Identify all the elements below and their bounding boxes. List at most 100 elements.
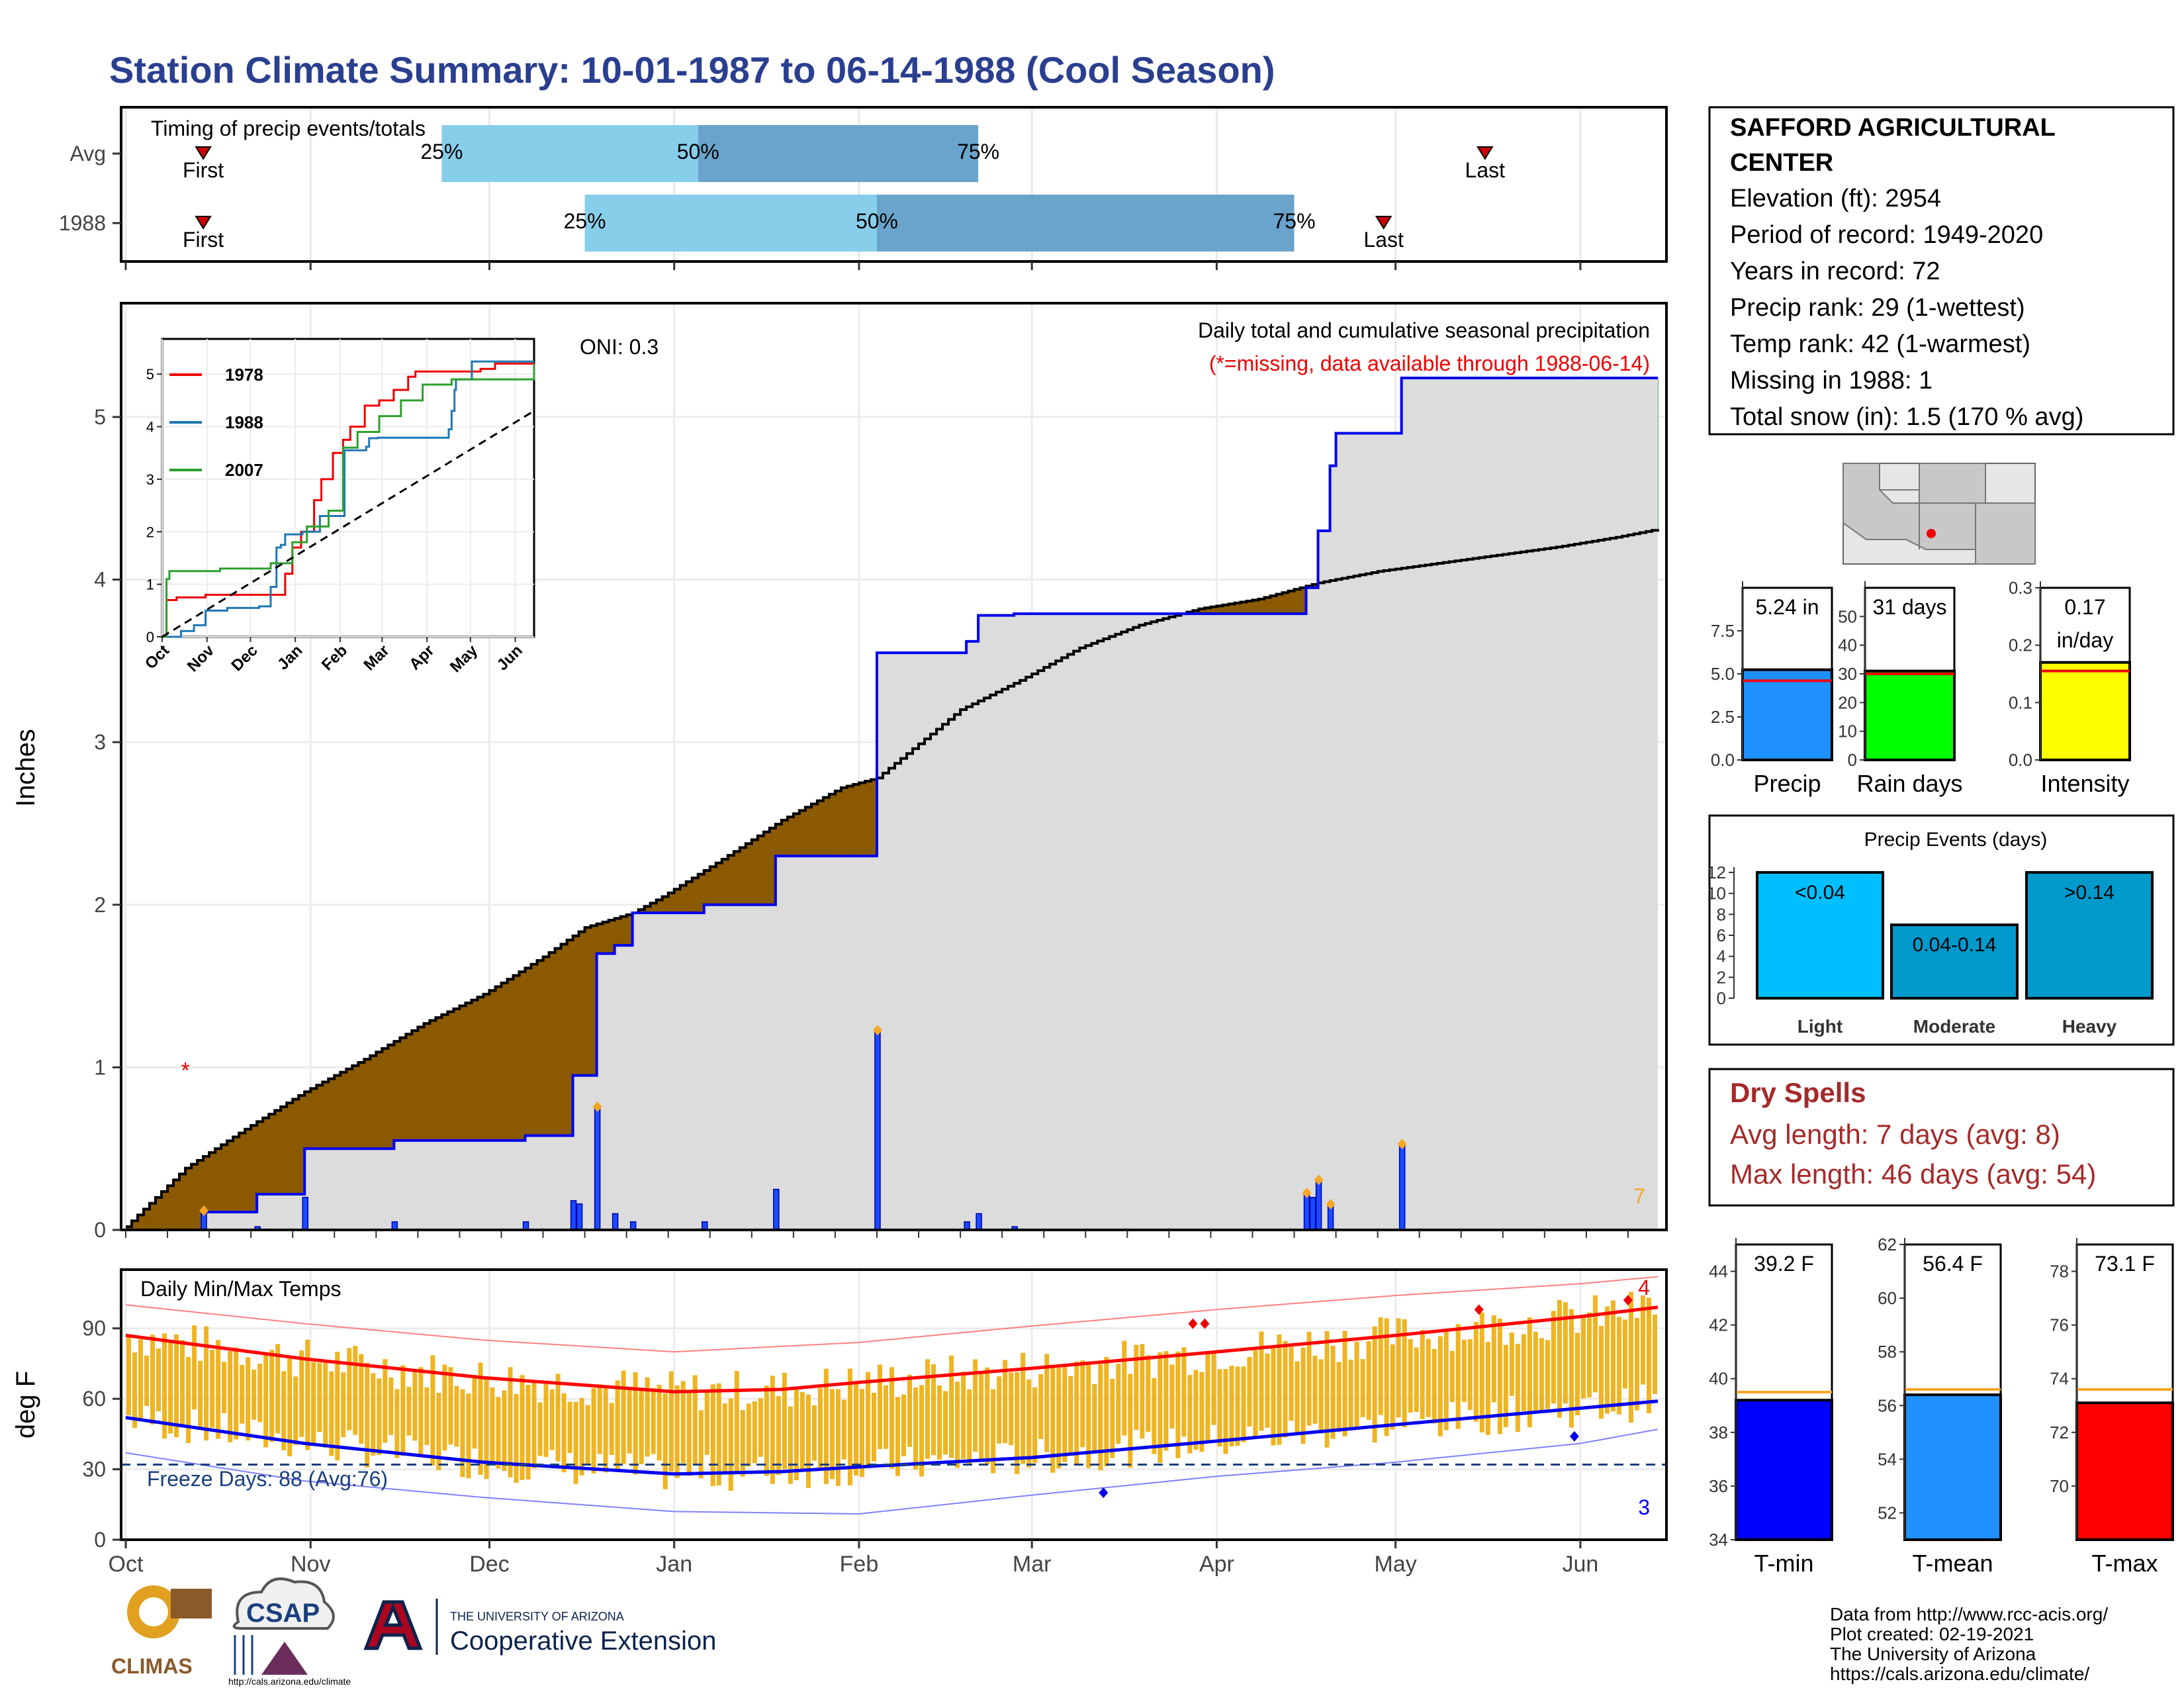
daily-temp-bar xyxy=(365,1362,370,1468)
deficit-area xyxy=(382,1048,388,1149)
events-ytick-label: 2 xyxy=(1717,967,1726,987)
missing-data-marker: * xyxy=(181,1058,189,1083)
deficit-area xyxy=(1240,602,1248,614)
daily-temp-bar xyxy=(895,1397,901,1476)
deficit-area xyxy=(841,787,848,857)
ua-logo-top: THE UNIVERSITY OF ARIZONA xyxy=(450,1610,624,1623)
deficit-area xyxy=(406,1034,412,1141)
deficit-area xyxy=(1228,604,1236,614)
stat-ytick-label: 62 xyxy=(1878,1235,1897,1254)
month-label: Nov xyxy=(291,1552,330,1577)
stat-ytick-label: 78 xyxy=(2050,1262,2069,1282)
deficit-area xyxy=(525,968,532,1136)
climas-logo-text: CLIMAS xyxy=(111,1654,193,1678)
daily-temp-bar xyxy=(985,1367,990,1465)
footer-line: Data from http://www.rcc-acis.org/ xyxy=(1830,1604,2108,1624)
timing-first-marker-label: First xyxy=(183,228,224,252)
daily-precip-marker xyxy=(1302,1187,1312,1198)
deficit-area xyxy=(620,916,627,946)
stat-ytick-label: 42 xyxy=(1709,1315,1728,1335)
observed-cumulative-area xyxy=(126,377,1658,1231)
stat-ytick-label: 56 xyxy=(1878,1395,1897,1415)
daily-precip-marker xyxy=(1314,1174,1324,1186)
temp-layer xyxy=(121,1276,1666,1515)
daily-temp-bar xyxy=(811,1405,817,1461)
stat-category-label: T-min xyxy=(1754,1550,1814,1577)
daily-temp-bar xyxy=(531,1382,537,1469)
daily-temp-bar xyxy=(889,1367,895,1469)
deficit-area xyxy=(477,997,484,1141)
daily-temp-bar xyxy=(234,1347,239,1440)
daily-temp-bar xyxy=(1640,1295,1646,1385)
daily-temp-bar xyxy=(1574,1333,1580,1416)
daily-temp-bar xyxy=(150,1335,156,1425)
daily-temp-bar xyxy=(710,1384,715,1487)
deficit-area xyxy=(769,827,776,905)
daily-temp-bar xyxy=(1247,1357,1252,1427)
daily-temp-bar xyxy=(805,1394,811,1488)
daily-temp-bar xyxy=(418,1367,424,1457)
stat-bar xyxy=(2075,1401,2174,1542)
daily-temp-bar xyxy=(1318,1359,1324,1434)
timing-panel: 25% 50% 75% First Last Avg 25% 50% 75% First Last 1… xyxy=(59,106,1668,270)
daily-temp-bar xyxy=(126,1335,132,1416)
month-label: Feb xyxy=(840,1552,879,1577)
precip-layer: * xyxy=(126,376,1659,1231)
deficit-area xyxy=(567,940,574,1136)
deficit-area xyxy=(364,1059,371,1149)
daily-temp-bar xyxy=(496,1397,501,1469)
daily-temp-bar xyxy=(662,1393,668,1489)
timing-last-marker xyxy=(1476,146,1494,160)
deficit-area xyxy=(400,1037,406,1141)
daily-temp-bar xyxy=(353,1346,358,1435)
stat-ytick-label: 0 xyxy=(1848,750,1857,770)
daily-temp-bar xyxy=(1336,1362,1342,1432)
stat-ytick-label: 54 xyxy=(1878,1449,1897,1469)
footer-credits: Data from http://www.rcc-acis.org/ Plot … xyxy=(1830,1604,2108,1684)
deficit-area xyxy=(233,1137,240,1212)
avg-cumulative-line xyxy=(126,529,1659,1229)
timing-layer: 25% 50% 75% First Last Avg 25% 50% 75% First Last 1… xyxy=(59,109,1582,270)
deficit-area xyxy=(185,1168,192,1230)
timing-quantile-label: 25% xyxy=(564,209,606,233)
deficit-area xyxy=(846,786,854,857)
inset-ytick-label: 1 xyxy=(146,577,154,593)
inset-legend-label: 1988 xyxy=(225,412,263,432)
daily-temp-bar xyxy=(967,1389,972,1466)
station-line: Precip rank: 29 (1-wettest) xyxy=(1730,294,2025,322)
daily-temp-bar xyxy=(1408,1338,1413,1413)
locator-map xyxy=(1843,463,2036,565)
events-bar xyxy=(1890,923,2019,1000)
daily-temp-bar xyxy=(782,1372,787,1470)
csap-logo-text: CSAP xyxy=(246,1599,320,1628)
temp-stats-layer: 39.2 F 34 36 38 40 42 44 T-min 56.4 F 52 54 56 58 60 6… xyxy=(1709,1235,2174,1577)
daily-temp-bar xyxy=(877,1364,883,1450)
deficit-area xyxy=(537,961,544,1136)
daily-temp-bar xyxy=(472,1374,477,1449)
timing-first-marker xyxy=(195,216,212,230)
deficit-area xyxy=(388,1045,394,1149)
daily-temp-bar xyxy=(430,1355,435,1466)
daily-temp-bar xyxy=(502,1390,507,1472)
daily-temp-bar xyxy=(609,1403,614,1455)
stat-value-label: in/day xyxy=(2057,628,2113,652)
month-label: May xyxy=(1375,1552,1417,1577)
daily-temp-bar xyxy=(1253,1350,1258,1438)
daily-temp-bar xyxy=(1110,1378,1115,1458)
daily-precip-marker xyxy=(1326,1199,1336,1210)
daily-temp-bar xyxy=(1586,1312,1592,1398)
daily-temp-bar xyxy=(1384,1318,1389,1436)
stat-ytick-label: 44 xyxy=(1709,1262,1728,1282)
record-max-line xyxy=(125,1276,1659,1353)
daily-temp-bar xyxy=(174,1334,179,1438)
daily-temp-bar xyxy=(1193,1370,1199,1450)
deficit-area xyxy=(811,804,818,857)
deficit-area xyxy=(358,1062,365,1149)
daily-temp-bar xyxy=(1056,1368,1062,1469)
daily-temp-bar xyxy=(668,1371,674,1472)
stat-bar xyxy=(1903,1393,2002,1541)
daily-temp-bar xyxy=(1152,1378,1157,1454)
deficit-area xyxy=(167,1186,174,1230)
daily-temp-bar xyxy=(1324,1331,1330,1448)
daily-temp-bar xyxy=(1116,1364,1121,1444)
